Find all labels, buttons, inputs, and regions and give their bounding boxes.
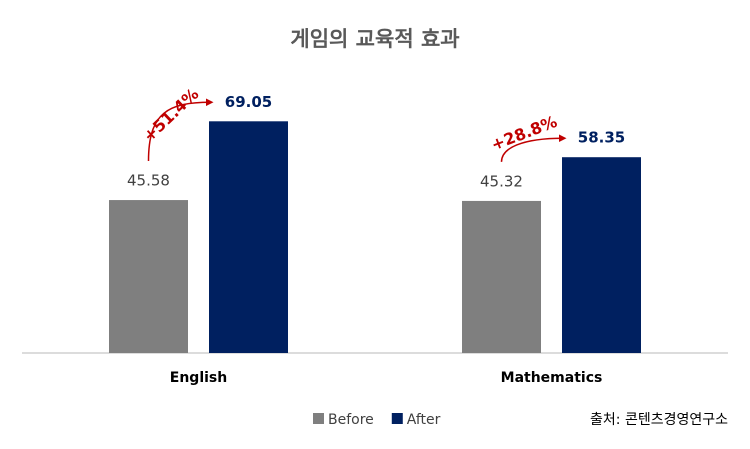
change-arrow [500,134,567,163]
legend-label: After [407,412,441,428]
source: 출처: 콘텐츠경영연구소 [590,412,728,428]
bar [109,200,188,353]
legend-swatch [313,413,324,424]
value-label: 58.35 [578,129,625,147]
value-label: 45.32 [480,172,523,190]
x-tick-label: Mathematics [501,370,603,386]
chart-title: 게임의 교육적 효과 [290,27,459,51]
change-annotation: +51.4% [139,84,202,145]
bar [209,121,288,353]
bar [462,200,541,353]
x-tick-label: English [170,370,227,386]
bar [562,157,641,353]
change-annotation: +28.8% [489,112,560,154]
value-label: 45.58 [127,172,170,190]
change-arrow [147,98,214,162]
legend-label: Before [328,412,374,428]
value-label: 69.05 [225,93,272,111]
legend-swatch [391,413,403,424]
